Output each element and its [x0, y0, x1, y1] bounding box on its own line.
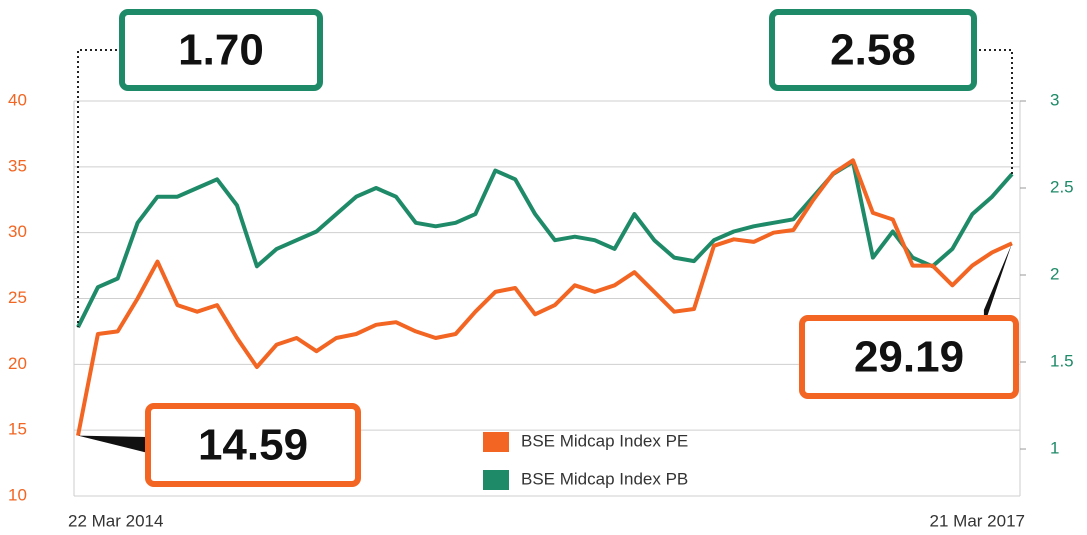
y2-tick-label: 1.5 [1050, 351, 1074, 370]
legend-swatch [483, 470, 509, 490]
y2-tick-label: 3 [1050, 90, 1059, 109]
y-tick-label: 20 [8, 354, 27, 373]
callout-box [769, 9, 977, 91]
callout-box [119, 9, 323, 91]
y-tick-label: 25 [8, 288, 27, 307]
callout-value: 14.59 [198, 421, 308, 470]
legend-label: BSE Midcap Index PB [521, 469, 688, 488]
series-line [76, 158, 1013, 436]
callout-value: 2.58 [830, 26, 916, 75]
y2-tick-label: 2.5 [1050, 177, 1074, 196]
y-tick-label: 15 [8, 420, 27, 439]
callout-box [145, 403, 361, 487]
series-line [76, 159, 1014, 329]
x-tick-label: 22 Mar 2014 [68, 511, 163, 530]
legend-swatch [483, 432, 509, 452]
y-tick-label: 40 [8, 90, 27, 109]
callout-value: 1.70 [178, 26, 264, 75]
callout-box [799, 315, 1019, 399]
callout-value: 29.19 [854, 333, 964, 382]
x-tick-label: 21 Mar 2017 [930, 511, 1025, 530]
y-tick-label: 30 [8, 222, 27, 241]
y-tick-label: 35 [8, 156, 27, 175]
callout-pointer [78, 435, 148, 453]
y2-tick-label: 1 [1050, 439, 1059, 458]
legend-label: BSE Midcap Index PE [521, 431, 688, 450]
callout-link [974, 49, 1013, 175]
y-tick-label: 10 [8, 485, 27, 504]
callout-pointer [983, 243, 1012, 326]
y2-tick-label: 2 [1050, 264, 1059, 283]
